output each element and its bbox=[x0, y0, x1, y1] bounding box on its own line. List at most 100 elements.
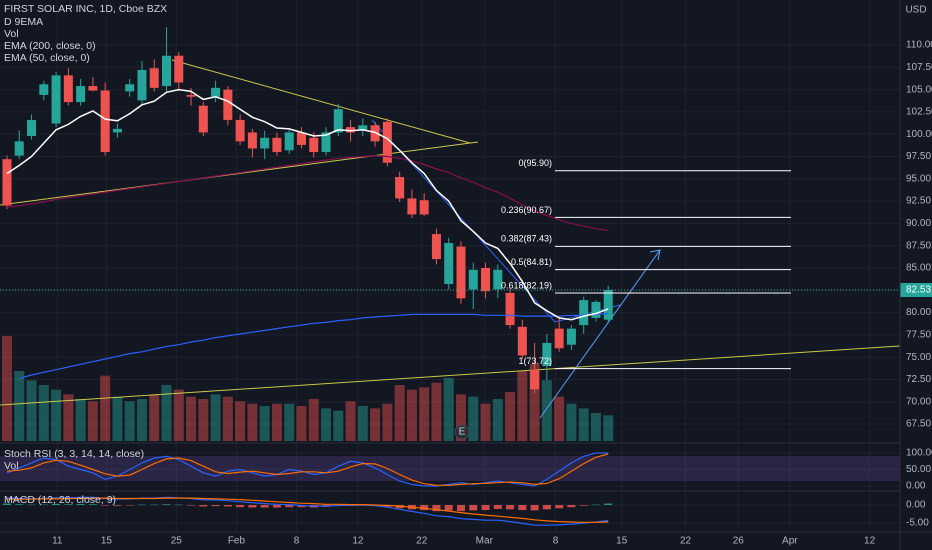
arrow-line bbox=[539, 249, 661, 419]
candle-body bbox=[296, 132, 306, 145]
candle-body bbox=[14, 141, 24, 156]
macd-histogram-bar bbox=[591, 504, 600, 506]
volume-bar bbox=[136, 399, 147, 441]
macd-histogram-bar bbox=[223, 505, 232, 507]
y-tick-label: 92.50 bbox=[906, 196, 931, 207]
candle-body bbox=[112, 128, 122, 133]
candle-body bbox=[395, 177, 405, 199]
macd-histogram-bar bbox=[236, 505, 245, 508]
macd-histogram-bar bbox=[604, 503, 613, 505]
earnings-badge[interactable] bbox=[454, 424, 470, 440]
candle-body bbox=[444, 243, 454, 285]
candle-body bbox=[2, 159, 12, 206]
candle-body bbox=[162, 55, 172, 87]
candle-body bbox=[566, 328, 576, 345]
x-tick-label: 11 bbox=[52, 536, 63, 547]
x-tick-label: 22 bbox=[680, 536, 692, 547]
candle-body bbox=[431, 234, 441, 260]
candle-body bbox=[235, 119, 245, 142]
last-price-label: 82.53 bbox=[906, 285, 931, 296]
volume-bar bbox=[259, 406, 270, 441]
candle-body bbox=[100, 90, 110, 153]
y-tick-label: 102.50 bbox=[906, 107, 932, 118]
candle-body bbox=[468, 269, 478, 290]
macd-histogram-bar bbox=[420, 505, 429, 511]
candle-body bbox=[39, 84, 49, 95]
volume-bar bbox=[186, 396, 197, 441]
volume-bar bbox=[321, 408, 332, 441]
x-tick-label: 26 bbox=[733, 536, 745, 547]
fib-label: 0.236(90.67) bbox=[501, 205, 552, 215]
volume-bar bbox=[124, 401, 135, 441]
volume-bar bbox=[210, 394, 221, 441]
volume-bar bbox=[87, 401, 98, 441]
y-tick-label: 0.00 bbox=[906, 481, 926, 492]
macd-histogram-bar bbox=[248, 505, 257, 508]
macd-histogram-bar bbox=[162, 504, 171, 505]
candle-body bbox=[358, 125, 368, 131]
candle-body bbox=[333, 109, 343, 133]
macd-histogram-bar bbox=[39, 504, 48, 506]
macd-histogram-bar bbox=[285, 505, 294, 508]
volume-bar bbox=[161, 385, 172, 441]
y-tick-label: 100.00 bbox=[906, 129, 932, 140]
candle-body bbox=[382, 121, 392, 163]
volume-bar bbox=[173, 389, 184, 441]
macd-histogram-bar bbox=[150, 504, 159, 506]
y-tick-label: 75.00 bbox=[906, 352, 931, 363]
volume-bar bbox=[431, 382, 442, 441]
macd-histogram-bar bbox=[432, 505, 441, 512]
panel-title: Stoch RSI (3, 3, 14, 14, close) bbox=[4, 448, 144, 460]
candle-body bbox=[505, 292, 515, 326]
candle-body bbox=[174, 55, 184, 83]
candle-body bbox=[591, 301, 601, 318]
volume-bar bbox=[517, 371, 528, 441]
macd-histogram-bar bbox=[542, 505, 551, 510]
macd-histogram-bar bbox=[88, 504, 97, 505]
panel-legend: Vol bbox=[4, 460, 19, 472]
ema200-line bbox=[19, 312, 609, 380]
ema50-line bbox=[6, 154, 609, 232]
volume-bar bbox=[198, 399, 209, 441]
macd-histogram-bar bbox=[260, 505, 269, 508]
volume-bar bbox=[419, 387, 430, 441]
macd-histogram-bar bbox=[125, 505, 134, 506]
candle-body bbox=[346, 127, 356, 133]
x-tick-label: 22 bbox=[416, 536, 428, 547]
volume-bar bbox=[455, 394, 466, 441]
x-tick-label: Feb bbox=[228, 536, 246, 547]
macd-histogram-bar bbox=[187, 505, 196, 506]
volume-bar bbox=[443, 378, 454, 441]
volume-bar bbox=[14, 371, 25, 441]
macd-histogram-bar bbox=[15, 504, 24, 505]
candle-body bbox=[554, 328, 564, 349]
macd-histogram-bar bbox=[27, 504, 36, 506]
y-tick-label: 50.00 bbox=[906, 464, 931, 475]
y-tick-label: 0.00 bbox=[906, 500, 926, 511]
volume-bar bbox=[505, 392, 516, 441]
volume-bar bbox=[247, 403, 258, 441]
volume-bar bbox=[112, 396, 123, 441]
x-tick-label: Apr bbox=[782, 536, 798, 547]
y-tick-label: 85.00 bbox=[906, 263, 931, 274]
volume-bar bbox=[603, 415, 614, 441]
macd-histogram-bar bbox=[297, 505, 306, 508]
volume-bar bbox=[468, 396, 479, 441]
macd-histogram-bar bbox=[101, 505, 110, 506]
y-tick-label: 100.00 bbox=[906, 448, 932, 459]
macd-histogram-bar bbox=[76, 503, 85, 505]
chart-title: FIRST SOLAR INC, 1D, Cboe BZX bbox=[4, 3, 167, 15]
volume-bar bbox=[308, 399, 319, 441]
candle-body bbox=[370, 125, 380, 142]
y-tick-label: -5.00 bbox=[906, 518, 929, 529]
trendline bbox=[171, 59, 471, 144]
candle-body bbox=[27, 119, 37, 137]
candle-body bbox=[321, 132, 331, 153]
macd-histogram-bar bbox=[64, 504, 73, 505]
stoch-d-line bbox=[6, 453, 609, 486]
earnings-label[interactable]: E bbox=[459, 427, 466, 438]
macd-histogram-bar bbox=[137, 504, 146, 506]
fib-label: 1(73.72) bbox=[518, 356, 552, 366]
volume-bar bbox=[2, 336, 12, 441]
